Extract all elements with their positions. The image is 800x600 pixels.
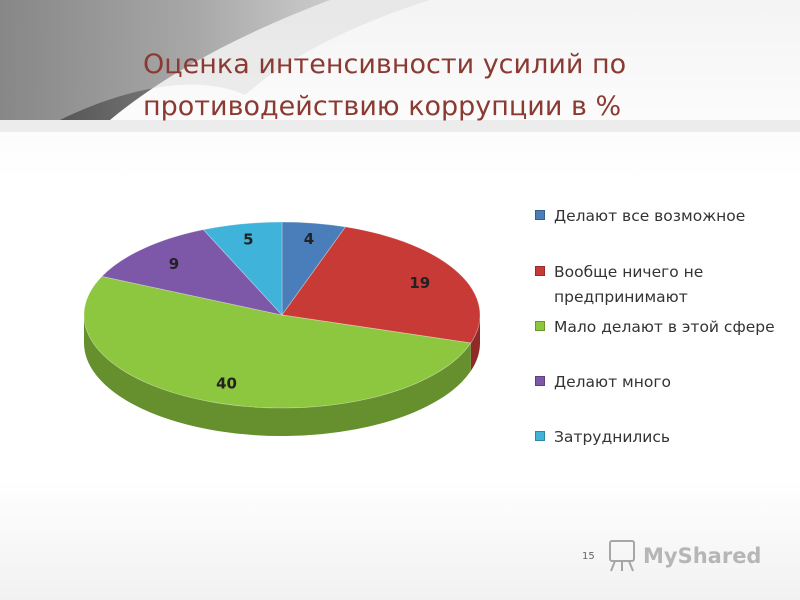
legend-swatch-icon	[535, 431, 545, 441]
pie-labels: 4 19 40 9 5	[169, 230, 430, 393]
legend-label: Вообще ничего не предпринимают	[554, 263, 704, 306]
header-band	[0, 120, 800, 132]
pie-sides	[84, 315, 480, 437]
pie-slice-side	[470, 315, 480, 372]
legend-label: Делают все возможное	[554, 207, 746, 225]
pie-slice	[101, 229, 284, 316]
pie-slice	[281, 226, 481, 344]
pie-slice	[281, 221, 347, 317]
legend-label: Делают много	[554, 373, 671, 391]
pie-slice	[83, 275, 472, 409]
legend-swatch-icon	[535, 210, 545, 220]
header-swoosh-light	[0, 0, 430, 120]
legend-swatch-icon	[535, 321, 545, 331]
watermark-logo: MyShared	[609, 540, 761, 572]
presentation-icon	[609, 540, 635, 572]
watermark-text: MyShared	[643, 544, 761, 568]
pie-data-label: 19	[409, 274, 430, 292]
header-swoosh	[0, 0, 330, 120]
legend-swatch-icon	[535, 376, 545, 386]
legend-label: Мало делают в этой сфере	[554, 318, 775, 336]
legend-label: Затруднились	[554, 428, 671, 446]
pie-slice-side	[84, 315, 471, 437]
pie-data-label: 9	[169, 255, 179, 273]
pie-tops	[83, 221, 481, 409]
pie-data-label: 4	[304, 230, 314, 248]
pie-data-label: 40	[216, 375, 237, 393]
pie-slice	[202, 221, 283, 317]
pie-data-label: 5	[243, 231, 253, 249]
page-number: 15	[582, 551, 595, 562]
slide-title: Оценка интенсивности усилий по противоде…	[143, 49, 627, 122]
legend-swatch-icon	[535, 266, 545, 276]
